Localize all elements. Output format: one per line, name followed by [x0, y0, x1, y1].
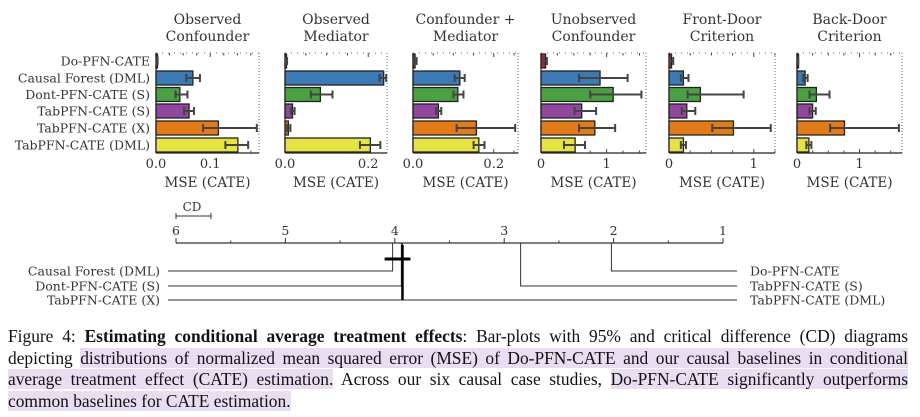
cd-method-label: Dont-PFN-CATE (S)	[35, 279, 160, 294]
x-tick-label: 1	[602, 157, 610, 172]
caption-label: Figure 4:	[8, 326, 85, 346]
rank-tick-label: 5	[281, 223, 289, 238]
critical-difference-diagram: CD6 5 4 3 2 1 Causal Forest (DML)Dont-PFN-CATE…	[28, 200, 885, 308]
panel-title: Mediator	[433, 29, 498, 45]
panel-title: Back-Door	[812, 12, 887, 28]
x-tick-label: 0.2	[358, 157, 379, 172]
x-axis-label: MSE (CATE)	[679, 175, 765, 191]
cd-method-label: Do-PFN-CATE	[750, 264, 839, 279]
x-axis-label: MSE (CATE)	[423, 175, 509, 191]
bar-tabpfn-cate-dml-	[284, 137, 371, 153]
x-axis-label: MSE (CATE)	[293, 175, 379, 191]
x-tick-label: 0.0	[146, 157, 167, 172]
cd-method-label: TabPFN-CATE (DML)	[750, 293, 885, 308]
panel-title: Observed	[302, 12, 370, 28]
row-labels: Do-PFN-CATE Causal Forest (DML)Dont-PFN-C…	[15, 54, 150, 153]
row-label: TabPFN-CATE (X)	[37, 121, 150, 136]
x-tick-label: 1	[750, 157, 758, 172]
bar-tabpfn-cate-dml-	[412, 137, 480, 153]
x-tick-label: 0.0	[275, 157, 296, 172]
panel-title: Observed	[174, 12, 242, 28]
bar-causal-forest-dml-	[284, 70, 385, 86]
rank-tick-label: 2	[610, 223, 618, 238]
x-tick-label: 0.2	[483, 157, 504, 172]
panel-title: Unobserved	[551, 12, 637, 28]
cd-method-label: Causal Forest (DML)	[28, 264, 160, 279]
x-tick-label: 0	[537, 157, 545, 172]
x-axis-label: MSE (CATE)	[807, 175, 893, 191]
panel-title: Criterion	[817, 29, 881, 45]
panel-title: Confounder	[166, 29, 250, 45]
caption-title: Estimating conditional average treatment…	[84, 326, 463, 346]
row-label: TabPFN-CATE (DML)	[15, 138, 150, 153]
rank-tick-label: 1	[719, 223, 727, 238]
rank-tick-label: 3	[500, 223, 508, 238]
rank-tick-label: 6	[172, 223, 180, 238]
row-label: Do-PFN-CATE	[61, 54, 150, 69]
bar-causal-forest-dml-	[412, 70, 461, 86]
cd-method-label: TabPFN-CATE (S)	[750, 279, 863, 294]
cd-method-line	[168, 243, 394, 272]
x-tick-label: 1	[855, 157, 863, 172]
x-tick-label: 0	[793, 157, 801, 172]
row-label: Dont-PFN-CATE (S)	[25, 87, 150, 102]
panel-title: Confounder +	[416, 12, 516, 28]
rank-tick-label: 4	[391, 223, 399, 238]
bar-panel-3: Confounder +Mediator 0.0 0.2 MSE (CATE)	[403, 12, 519, 191]
x-tick-label: 0.0	[403, 157, 424, 172]
x-tick-label: 0	[665, 157, 673, 172]
x-axis-label: MSE (CATE)	[165, 175, 251, 191]
panel-title: Confounder	[552, 29, 636, 45]
cd-method-line	[520, 243, 737, 287]
panel-title: Criterion	[690, 29, 754, 45]
figure-caption: Figure 4: Estimating conditional average…	[8, 326, 908, 412]
x-tick-label: 0.1	[200, 157, 221, 172]
cd-method-line	[610, 243, 737, 272]
x-axis-label: MSE (CATE)	[551, 175, 637, 191]
cd-method-label: TabPFN-CATE (X)	[47, 293, 160, 308]
row-label: Causal Forest (DML)	[18, 71, 150, 86]
panel-title: Mediator	[303, 29, 368, 45]
caption-text-2: Across our six causal case studies,	[333, 369, 611, 389]
cd-label: CD	[183, 200, 202, 214]
caption-text-1: : Bar-plots with 95% and critical differ…	[8, 326, 908, 368]
bar-tabpfn-cate-s-	[412, 103, 440, 119]
bar-dont-pfn-cate-s-	[412, 86, 459, 103]
row-label: TabPFN-CATE (S)	[37, 104, 150, 119]
cd-method-line	[168, 243, 402, 287]
panel-title: Front-Door	[683, 12, 762, 28]
